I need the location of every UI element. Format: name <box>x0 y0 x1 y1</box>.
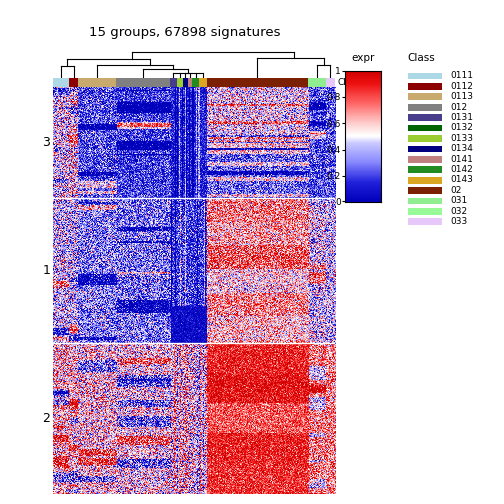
Text: 0133: 0133 <box>451 134 474 143</box>
Text: 02: 02 <box>451 186 462 195</box>
Bar <box>187 78 193 87</box>
Bar <box>116 78 170 87</box>
Bar <box>408 156 442 163</box>
Bar <box>53 78 69 87</box>
Text: 0131: 0131 <box>451 113 474 122</box>
Bar <box>408 104 442 111</box>
Text: 0141: 0141 <box>451 155 473 164</box>
Text: Class: Class <box>338 78 361 87</box>
Bar <box>193 78 199 87</box>
Bar <box>408 146 442 152</box>
Bar <box>408 218 442 225</box>
Bar <box>199 78 207 87</box>
Bar <box>78 78 116 87</box>
Text: Class: Class <box>407 53 435 63</box>
Text: 0111: 0111 <box>451 71 474 80</box>
Bar <box>408 198 442 205</box>
Bar <box>408 93 442 100</box>
Bar <box>183 78 187 87</box>
Bar <box>408 208 442 215</box>
Bar <box>408 166 442 173</box>
Bar <box>207 78 308 87</box>
Text: 2: 2 <box>42 412 50 425</box>
Bar <box>408 187 442 194</box>
Text: 032: 032 <box>451 207 468 216</box>
Text: expr: expr <box>351 53 374 63</box>
Text: 012: 012 <box>451 102 468 111</box>
Bar <box>408 177 442 183</box>
Bar <box>308 78 326 87</box>
Bar <box>408 135 442 142</box>
Bar <box>408 124 442 132</box>
Text: 3: 3 <box>42 136 50 149</box>
Text: 0142: 0142 <box>451 165 473 174</box>
Text: 031: 031 <box>451 196 468 205</box>
Text: 1: 1 <box>42 264 50 277</box>
Text: 0113: 0113 <box>451 92 474 101</box>
Text: 15 groups, 67898 signatures: 15 groups, 67898 signatures <box>90 26 281 39</box>
Bar <box>408 114 442 121</box>
Text: 0143: 0143 <box>451 175 473 184</box>
Bar <box>408 73 442 80</box>
Bar <box>408 83 442 90</box>
Bar <box>69 78 78 87</box>
Text: 0132: 0132 <box>451 123 473 133</box>
Text: 0134: 0134 <box>451 144 473 153</box>
Text: 033: 033 <box>451 217 468 226</box>
Text: 0112: 0112 <box>451 82 473 91</box>
Bar <box>176 78 183 87</box>
Bar <box>170 78 176 87</box>
Bar <box>326 78 335 87</box>
